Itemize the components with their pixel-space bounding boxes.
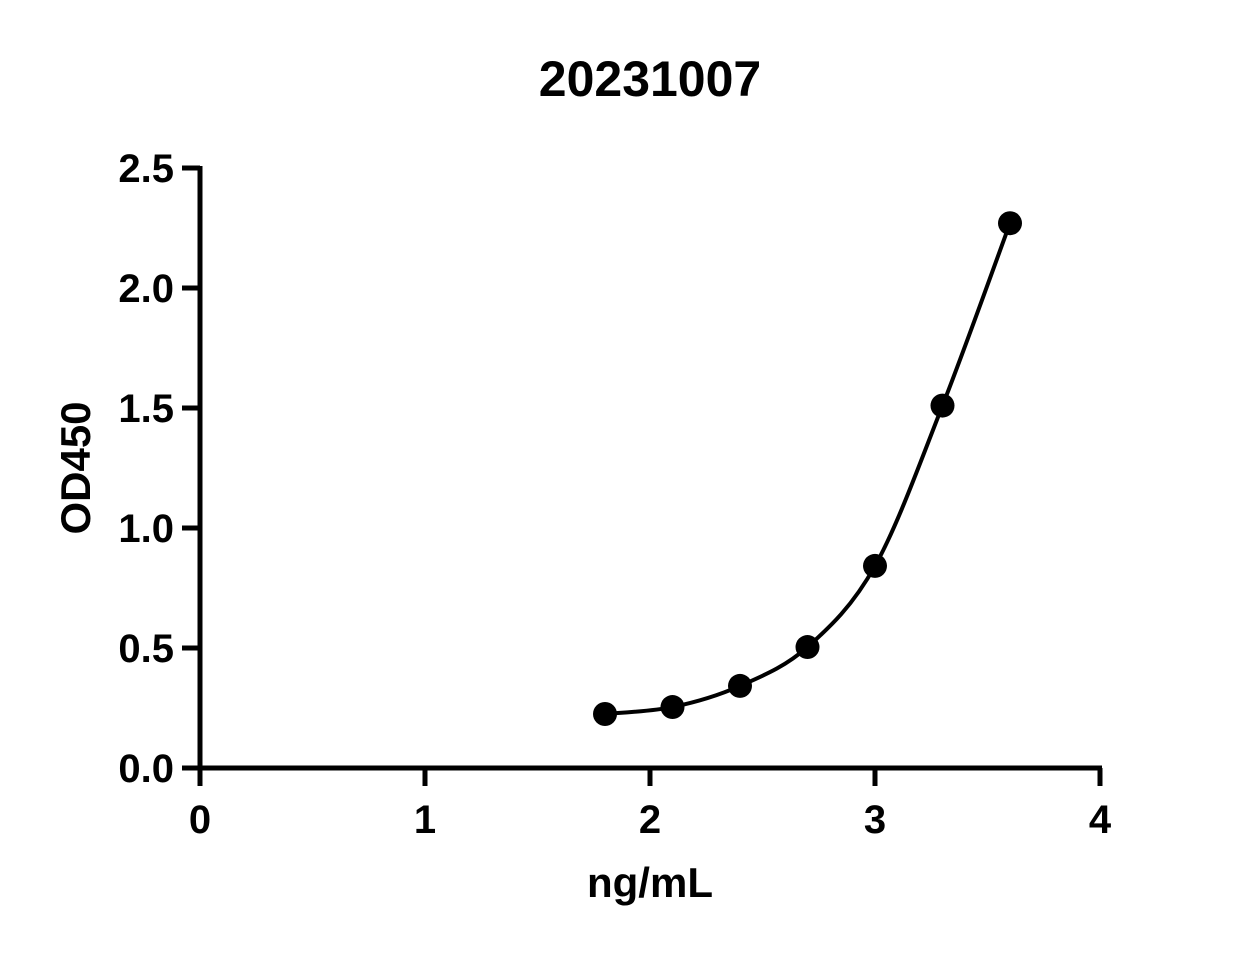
axes: 0 1 2 3 4 0.0 0.5 1.0 1.5 2.0 2.5	[118, 147, 1111, 842]
y-axis-label: OD450	[52, 401, 99, 534]
data-point	[930, 393, 955, 418]
data-point	[728, 673, 752, 698]
data-point	[998, 211, 1022, 236]
x-tick-label: 0	[189, 798, 211, 842]
y-tick-label: 0.5	[118, 627, 174, 671]
y-tick-label: 2.5	[118, 147, 174, 191]
x-tick-label: 2	[639, 798, 661, 842]
x-tick-label: 4	[1089, 798, 1112, 842]
data-point	[660, 695, 685, 720]
data-point	[863, 553, 887, 578]
x-tick-label: 1	[414, 798, 436, 842]
data-marks	[593, 211, 1022, 726]
x-axis-label: ng/mL	[587, 859, 713, 906]
x-tick-label: 3	[864, 798, 886, 842]
data-point	[593, 702, 617, 726]
y-tick-label: 2.0	[118, 267, 174, 311]
data-point	[795, 635, 820, 660]
chart-title: 20231007	[539, 51, 761, 107]
y-tick-label: 0.0	[118, 747, 174, 791]
y-tick-label: 1.5	[118, 387, 174, 431]
y-tick-label: 1.0	[118, 507, 174, 551]
